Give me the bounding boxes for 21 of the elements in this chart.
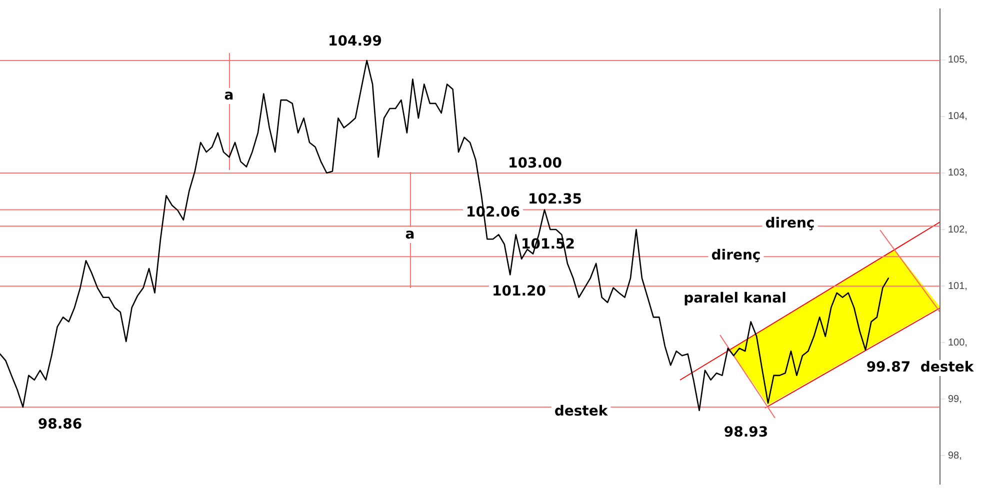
annotation: paralel kanal [684, 290, 786, 307]
y-tick-label: 103, [948, 168, 968, 179]
annotation: 102.35 [528, 192, 582, 208]
y-tick-label: 100, [948, 337, 968, 348]
annotation: 103.00 [508, 156, 562, 172]
annotation: destek [554, 404, 608, 420]
annotation: a [405, 226, 415, 243]
y-tick-label: 99, [948, 394, 962, 405]
y-tick-label: 98, [948, 450, 962, 462]
annotation: 104.99 [328, 34, 382, 50]
annotation: a [224, 88, 234, 104]
annotation: 99.87 destek [866, 360, 974, 376]
annotation: direnç [711, 248, 761, 264]
annotation: 98.86 [38, 416, 82, 433]
annotation: direnç [765, 216, 815, 232]
y-tick-label: 105, [948, 54, 968, 66]
y-tick-label: 102, [948, 224, 968, 236]
y-tick-label: 101, [948, 280, 968, 292]
annotation: 98.93 [724, 424, 768, 441]
y-tick-label: 104, [948, 111, 968, 122]
annotation: 101.20 [492, 284, 546, 300]
